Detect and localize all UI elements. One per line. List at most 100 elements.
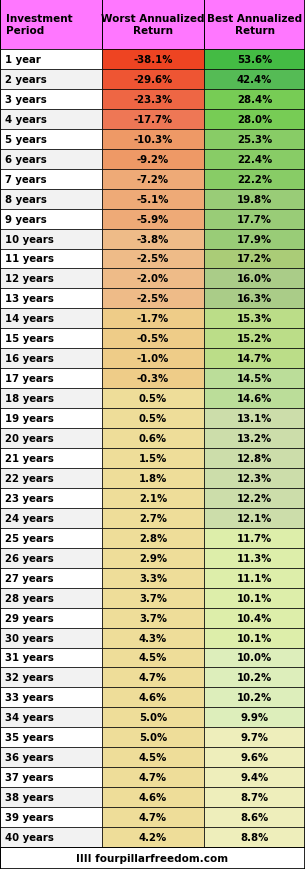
Bar: [102, 528, 204, 548]
Text: Best Annualized
Return: Best Annualized Return: [207, 14, 302, 36]
Bar: [102, 508, 204, 528]
Bar: [102, 309, 204, 329]
Text: 10.4%: 10.4%: [237, 613, 272, 623]
Bar: [102, 747, 204, 767]
Text: -2.0%: -2.0%: [137, 274, 169, 284]
Bar: [0, 528, 102, 548]
Bar: [102, 249, 204, 269]
Text: 4 years: 4 years: [5, 115, 47, 124]
Bar: [0, 747, 102, 767]
Text: 28.0%: 28.0%: [237, 115, 272, 124]
Bar: [0, 309, 102, 329]
Text: 26 years: 26 years: [5, 553, 54, 563]
Bar: [0, 448, 102, 468]
Bar: [204, 707, 305, 727]
Text: 3.7%: 3.7%: [139, 613, 167, 623]
Text: 10.0%: 10.0%: [237, 653, 272, 663]
Text: -17.7%: -17.7%: [134, 115, 173, 124]
Bar: [102, 169, 204, 189]
Bar: [204, 368, 305, 388]
Text: 38 years: 38 years: [5, 793, 54, 802]
Text: 13 years: 13 years: [5, 294, 54, 304]
Text: 31 years: 31 years: [5, 653, 54, 663]
Bar: [204, 807, 305, 827]
Bar: [204, 747, 305, 767]
Text: 18 years: 18 years: [5, 394, 54, 404]
Text: 4.6%: 4.6%: [139, 693, 167, 702]
Text: 36 years: 36 years: [5, 753, 54, 762]
Text: 42.4%: 42.4%: [237, 75, 272, 85]
Text: 33 years: 33 years: [5, 693, 54, 702]
Bar: [204, 647, 305, 667]
Bar: [204, 468, 305, 488]
Bar: [0, 707, 102, 727]
Bar: [0, 588, 102, 608]
Text: 8.8%: 8.8%: [240, 833, 269, 842]
Text: 28.4%: 28.4%: [237, 95, 272, 105]
Text: 11 years: 11 years: [5, 254, 54, 264]
Bar: [0, 847, 305, 869]
Bar: [0, 0, 102, 50]
Bar: [204, 687, 305, 707]
Bar: [102, 129, 204, 149]
Text: 22 years: 22 years: [5, 474, 54, 483]
Bar: [204, 249, 305, 269]
Text: 12 years: 12 years: [5, 274, 54, 284]
Text: 15 years: 15 years: [5, 334, 54, 344]
Text: 3 years: 3 years: [5, 95, 47, 105]
Text: 9.9%: 9.9%: [240, 713, 269, 722]
Bar: [102, 468, 204, 488]
Text: 23 years: 23 years: [5, 494, 54, 503]
Bar: [0, 727, 102, 747]
Text: 28 years: 28 years: [5, 593, 54, 603]
Bar: [102, 767, 204, 787]
Text: 3.3%: 3.3%: [139, 573, 167, 583]
Text: 11.7%: 11.7%: [237, 534, 272, 543]
Text: 32 years: 32 years: [5, 673, 54, 683]
Text: 35 years: 35 years: [5, 733, 54, 742]
Text: -2.5%: -2.5%: [137, 254, 169, 264]
Text: 4.3%: 4.3%: [139, 633, 167, 643]
Bar: [102, 0, 204, 50]
Text: 24 years: 24 years: [5, 514, 54, 523]
Text: -23.3%: -23.3%: [133, 95, 173, 105]
Text: 17.7%: 17.7%: [237, 215, 272, 224]
Bar: [102, 727, 204, 747]
Text: 39 years: 39 years: [5, 813, 54, 822]
Bar: [204, 568, 305, 588]
Text: 1 year: 1 year: [5, 55, 41, 65]
Bar: [204, 827, 305, 847]
Bar: [0, 608, 102, 627]
Text: 9.6%: 9.6%: [240, 753, 269, 762]
Text: 22.4%: 22.4%: [237, 155, 272, 164]
Text: 12.8%: 12.8%: [237, 454, 272, 463]
Bar: [204, 149, 305, 169]
Bar: [0, 249, 102, 269]
Text: 40 years: 40 years: [5, 833, 54, 842]
Bar: [102, 229, 204, 249]
Text: 10.1%: 10.1%: [237, 633, 272, 643]
Bar: [0, 428, 102, 448]
Bar: [0, 807, 102, 827]
Bar: [102, 687, 204, 707]
Bar: [102, 189, 204, 209]
Text: 14.6%: 14.6%: [237, 394, 272, 404]
Bar: [102, 807, 204, 827]
Bar: [204, 408, 305, 428]
Bar: [102, 627, 204, 647]
Bar: [204, 169, 305, 189]
Bar: [102, 90, 204, 109]
Text: -0.3%: -0.3%: [137, 374, 169, 384]
Bar: [204, 787, 305, 807]
Bar: [0, 90, 102, 109]
Bar: [204, 428, 305, 448]
Text: 14.7%: 14.7%: [237, 354, 272, 364]
Bar: [204, 70, 305, 90]
Text: 15.2%: 15.2%: [237, 334, 272, 344]
Text: 2 years: 2 years: [5, 75, 47, 85]
Text: 16.3%: 16.3%: [237, 294, 272, 304]
Text: 12.1%: 12.1%: [237, 514, 272, 523]
Text: 9 years: 9 years: [5, 215, 47, 224]
Bar: [204, 229, 305, 249]
Bar: [102, 70, 204, 90]
